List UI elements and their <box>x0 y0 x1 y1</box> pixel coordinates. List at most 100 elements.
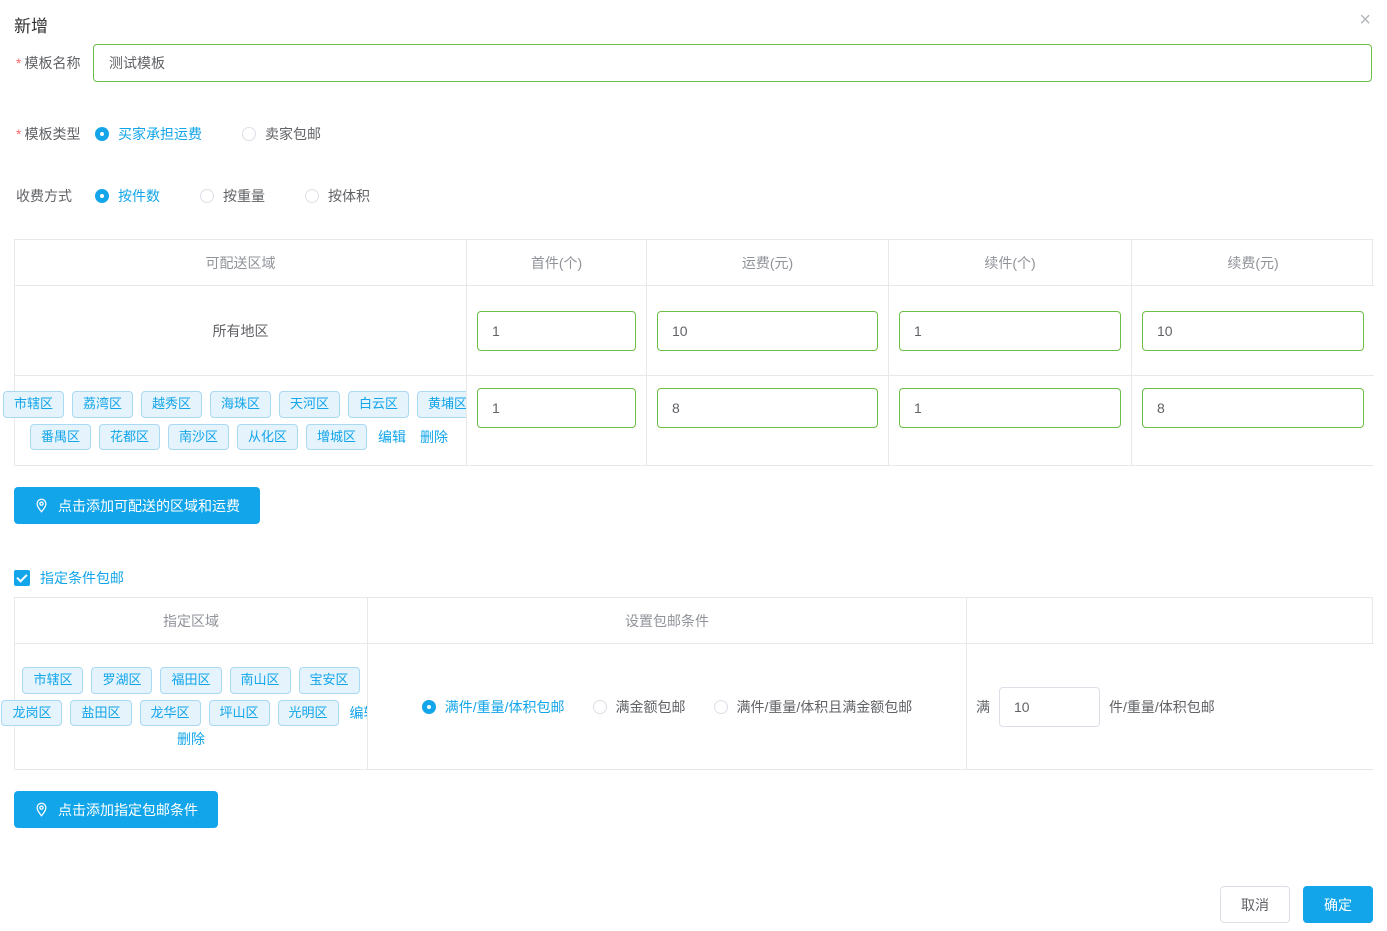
shipping-fee-table: 可配送区域 首件(个) 运费(元) 续件(个) 续费(元) 所有地区 市辖区 荔… <box>2 239 1374 466</box>
radio-by-piece[interactable]: 按件数 <box>95 186 160 206</box>
radio-unselected-icon <box>200 189 214 203</box>
region-tag: 光明区 <box>277 699 339 726</box>
template-name-input[interactable] <box>93 44 1372 82</box>
col-header-first-count: 首件(个) <box>466 240 646 285</box>
cell-first-count-row1 <box>466 285 646 375</box>
tag-line-2: 龙岗区 盐田区 龙华区 坪山区 光明区 编辑 <box>1 697 378 729</box>
radio-unselected-icon <box>592 699 607 714</box>
region-tag: 从化区 <box>237 423 299 450</box>
radio-unselected-icon <box>305 189 319 203</box>
cell-first-fee-row2 <box>646 375 888 465</box>
radio-free-by-quantity[interactable]: 满件/重量/体积包邮 <box>421 697 565 717</box>
conditional-free-shipping-toggle[interactable]: 指定条件包邮 <box>14 568 1387 588</box>
region-tag: 白云区 <box>348 391 410 418</box>
region-tag: 天河区 <box>279 391 341 418</box>
region-tag: 越秀区 <box>140 391 202 418</box>
threshold-suffix: 件/重量/体积包邮 <box>1109 698 1215 715</box>
confirm-button[interactable]: 确定 <box>1303 886 1373 923</box>
col-header-first-fee: 运费(元) <box>646 240 888 285</box>
tag-line-3: 删除 <box>17 729 365 749</box>
tag-line-2: 番禺区 花都区 南沙区 从化区 增城区 编辑 删除 <box>19 421 462 453</box>
cell-first-count-row2 <box>466 375 646 465</box>
cell-next-fee-row1 <box>1131 285 1374 375</box>
region-tag: 荔湾区 <box>71 391 133 418</box>
condition-options-cell: 满件/重量/体积包邮 满金额包邮 满件/重量/体积且满金额包邮 <box>367 643 966 769</box>
region-tag: 市辖区 <box>2 391 64 418</box>
first-fee-input-row2[interactable] <box>657 388 878 428</box>
region-tag: 南沙区 <box>167 423 229 450</box>
specified-region-cell: 市辖区 罗湖区 福田区 南山区 宝安区 龙岗区 盐田区 龙华区 坪山区 光明区 … <box>1 643 378 769</box>
threshold-value-input[interactable] <box>999 686 1100 727</box>
add-free-shipping-condition-button[interactable]: 点击添加指定包邮条件 <box>14 791 218 828</box>
required-asterisk: * <box>16 126 22 142</box>
region-tag: 盐田区 <box>70 699 132 726</box>
template-type-row: * 模板类型 买家承担运费 卖家包邮 <box>16 124 1387 144</box>
next-fee-input-row1[interactable] <box>1142 310 1364 351</box>
close-icon[interactable]: × <box>1359 9 1371 31</box>
charge-method-label: 收费方式 <box>16 188 72 204</box>
region-tag: 番禺区 <box>29 423 91 450</box>
template-name-label: * 模板名称 <box>16 55 81 71</box>
conditional-free-shipping-label: 指定条件包邮 <box>40 570 124 586</box>
delete-region-link[interactable]: 删除 <box>177 730 205 747</box>
add-region-fee-button[interactable]: 点击添加可配送的区域和运费 <box>14 487 260 524</box>
radio-selected-icon <box>95 189 109 203</box>
col-header-next-count: 续件(个) <box>888 240 1131 285</box>
region-tag: 南山区 <box>229 667 291 694</box>
region-tag: 市辖区 <box>22 667 84 694</box>
charge-method-row: 收费方式 按件数 按重量 按体积 <box>16 186 1387 206</box>
edit-region-link[interactable]: 编辑 <box>378 428 407 445</box>
region-tag: 增城区 <box>306 423 368 450</box>
next-count-input-row1[interactable] <box>899 310 1121 351</box>
region-tag: 海珠区 <box>210 391 272 418</box>
radio-free-by-amount[interactable]: 满金额包邮 <box>592 697 686 717</box>
checkbox-checked-icon[interactable] <box>14 570 30 586</box>
col-header-region: 可配送区域 <box>205 254 276 271</box>
tag-line-1: 市辖区 荔湾区 越秀区 海珠区 天河区 白云区 黄埔区 <box>2 388 479 420</box>
location-pin-icon <box>34 498 49 513</box>
first-count-input-row1[interactable] <box>477 310 636 351</box>
region-cell-all: 所有地区 <box>15 285 466 375</box>
cell-first-fee-row1 <box>646 285 888 375</box>
next-fee-input-row2[interactable] <box>1142 388 1364 428</box>
radio-by-volume[interactable]: 按体积 <box>305 186 370 206</box>
col-header-empty <box>966 598 1374 643</box>
region-tag: 罗湖区 <box>91 667 153 694</box>
region-tag: 龙岗区 <box>1 699 63 726</box>
cell-next-count-row2 <box>888 375 1131 465</box>
required-asterisk: * <box>16 55 22 71</box>
delete-region-link[interactable]: 删除 <box>420 428 449 445</box>
region-cell-districts: 市辖区 荔湾区 越秀区 海珠区 天河区 白云区 黄埔区 番禺区 花都区 南沙区 … <box>2 375 479 465</box>
template-type-label: * 模板类型 <box>16 126 81 142</box>
radio-seller-free-shipping[interactable]: 卖家包邮 <box>242 124 321 144</box>
col-header-next-fee: 续费(元) <box>1131 240 1374 285</box>
threshold-prefix: 满 <box>976 698 990 715</box>
radio-by-weight[interactable]: 按重量 <box>200 186 265 206</box>
dialog-title: 新增 <box>14 17 48 36</box>
radio-buyer-pays-shipping[interactable]: 买家承担运费 <box>95 124 202 144</box>
region-tag: 坪山区 <box>208 699 270 726</box>
radio-unselected-icon <box>242 127 256 141</box>
cancel-button[interactable]: 取消 <box>1220 886 1290 923</box>
location-pin-icon <box>34 802 49 817</box>
region-tag: 龙华区 <box>139 699 201 726</box>
dialog-footer: 取消 确定 <box>1220 886 1373 923</box>
first-fee-input-row1[interactable] <box>657 310 878 351</box>
region-tag: 宝安区 <box>298 667 360 694</box>
threshold-cell: 满 件/重量/体积包邮 <box>966 643 1374 769</box>
radio-selected-icon <box>421 699 436 714</box>
free-shipping-condition-table: 指定区域 设置包邮条件 市辖区 罗湖区 福田区 南山区 宝安区 龙岗区 盐田区 … <box>1 597 1374 770</box>
tag-line-1: 市辖区 罗湖区 福田区 南山区 宝安区 <box>17 664 365 696</box>
region-tag: 花都区 <box>98 423 160 450</box>
first-count-input-row2[interactable] <box>477 388 636 428</box>
cell-next-count-row1 <box>888 285 1131 375</box>
template-name-row: * 模板名称 <box>16 44 1372 82</box>
radio-free-by-quantity-and-amount[interactable]: 满件/重量/体积且满金额包邮 <box>713 697 912 717</box>
radio-unselected-icon <box>713 699 728 714</box>
next-count-input-row2[interactable] <box>899 388 1121 428</box>
col-header-specified-region: 指定区域 <box>163 612 219 629</box>
region-tag: 福田区 <box>160 667 222 694</box>
radio-selected-icon <box>95 127 109 141</box>
cell-next-fee-row2 <box>1131 375 1374 465</box>
